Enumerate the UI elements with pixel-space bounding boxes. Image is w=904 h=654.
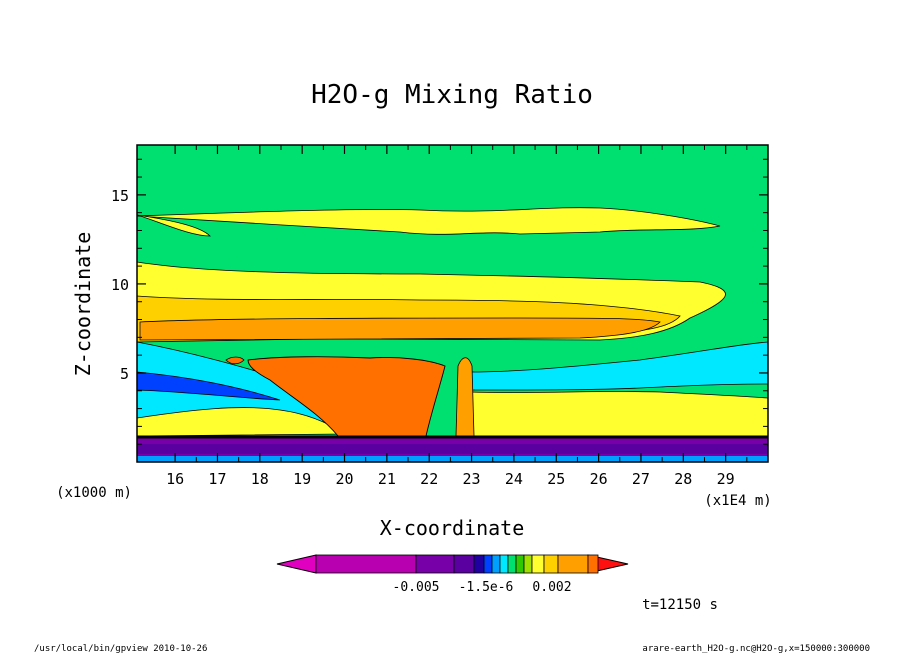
colorbar-swatch xyxy=(491,554,501,574)
colorbar-label: 0.002 xyxy=(532,580,571,595)
colorbar-swatch xyxy=(315,554,417,574)
x-tick-label: 25 xyxy=(547,470,565,488)
x-tick-label: 23 xyxy=(463,470,481,488)
y-tick-label: 10 xyxy=(111,276,129,294)
colorbar-swatch xyxy=(523,554,533,574)
x-tick-label: 22 xyxy=(420,470,438,488)
colorbar-swatch xyxy=(507,554,517,574)
plot-frame xyxy=(136,144,769,463)
colorbar-swatch xyxy=(453,554,475,574)
chart-title: H2O-g Mixing Ratio xyxy=(311,80,593,110)
footer-right: arare-earth_H2O-g.nc@H2O-g,x=150000:3000… xyxy=(642,644,870,654)
x-axis-unit: (x1E4 m) xyxy=(704,493,771,509)
colorbar-swatch xyxy=(483,554,493,574)
contour-orange-column xyxy=(247,356,446,437)
colorbar-swatch xyxy=(557,554,589,574)
x-axis-label: X-coordinate xyxy=(380,516,525,540)
contour-upper-moist-layer xyxy=(137,207,721,235)
contour-light-orange-layer xyxy=(139,317,661,341)
time-label: t=12150 s xyxy=(642,597,718,613)
x-tick-label: 29 xyxy=(717,470,735,488)
contour-surface-band xyxy=(137,456,768,462)
y-tick-label: 5 xyxy=(120,365,129,383)
contour-upper-moist-left xyxy=(137,214,211,237)
plot-area xyxy=(137,145,768,462)
colorbar-swatch xyxy=(531,554,545,574)
x-tick-label: 21 xyxy=(378,470,396,488)
x-tick-label: 28 xyxy=(674,470,692,488)
x-tick-label: 18 xyxy=(251,470,269,488)
footer-left: /usr/local/bin/gpview 2010-10-26 xyxy=(34,644,207,654)
contour-cyan-right xyxy=(469,341,768,391)
x-tick-label: 27 xyxy=(632,470,650,488)
contour-boundary-layer-dark xyxy=(137,444,768,454)
colorbar-label: -0.005 xyxy=(393,580,440,595)
contour-blue-left xyxy=(137,371,281,401)
colorbar-swatch xyxy=(515,554,525,574)
colorbar-lower-triangle xyxy=(276,554,317,574)
colorbar-swatch xyxy=(415,554,455,574)
colorbar xyxy=(276,554,629,574)
y-axis-unit: (x1000 m) xyxy=(56,485,132,501)
y-axis-label: Z-coordinate xyxy=(71,232,95,377)
x-tick-label: 26 xyxy=(590,470,608,488)
x-tick-label: 17 xyxy=(208,470,226,488)
contour-orange-right-plume xyxy=(455,357,475,437)
colorbar-swatch xyxy=(543,554,559,574)
y-axis: 5 10 15 xyxy=(111,158,768,445)
colorbar-swatch xyxy=(587,554,599,574)
x-tick-label: 20 xyxy=(335,470,353,488)
y-tick-label: 15 xyxy=(111,187,129,205)
colorbar-label: -1.5e-6 xyxy=(459,580,514,595)
x-tick-label: 24 xyxy=(505,470,523,488)
x-axis: 16 17 18 19 20 21 22 23 24 25 26 27 28 29 xyxy=(166,145,748,488)
colorbar-swatch xyxy=(499,554,509,574)
x-tick-label: 19 xyxy=(293,470,311,488)
contour-yellow-right-low xyxy=(469,391,768,441)
x-tick-label: 16 xyxy=(166,470,184,488)
contour-orange-left-tip xyxy=(225,356,245,365)
colorbar-swatch xyxy=(473,554,485,574)
